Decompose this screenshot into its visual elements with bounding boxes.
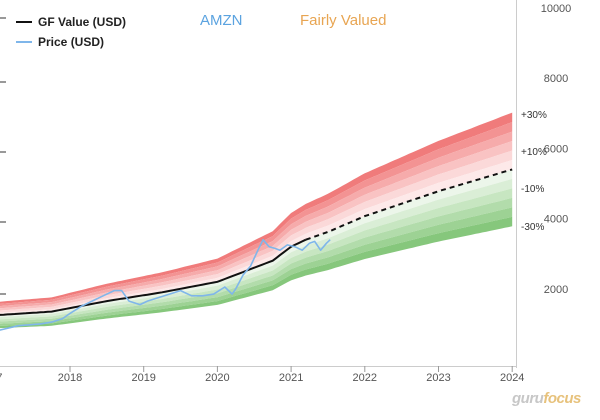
- legend-label-price: Price (USD): [38, 35, 105, 49]
- legend-item-price[interactable]: Price (USD): [16, 32, 126, 52]
- watermark-part2: focus: [543, 390, 581, 407]
- legend-swatch-gf-value: [16, 21, 32, 23]
- x-tick-label: 2023: [426, 372, 450, 384]
- band-label: -30%: [521, 222, 544, 233]
- y-tick-label: 2000: [544, 284, 568, 296]
- x-tick-label: 2018: [58, 372, 82, 384]
- band-label: -10%: [521, 184, 544, 195]
- series-gf-value-line: [0, 238, 307, 316]
- ticker-label: AMZN: [200, 12, 243, 29]
- band-label: +10%: [521, 147, 547, 158]
- x-tick-label: 2019: [131, 372, 155, 384]
- legend-swatch-price: [16, 41, 32, 43]
- band-label: +30%: [521, 110, 547, 121]
- x-tick-label: 7: [0, 372, 2, 384]
- chart-legend: GF Value (USD) Price (USD): [16, 12, 126, 52]
- watermark-part1: guru: [512, 390, 544, 407]
- x-tick-label: 2021: [279, 372, 303, 384]
- legend-item-gf-value[interactable]: GF Value (USD): [16, 12, 126, 32]
- y-tick-label: 4000: [544, 214, 568, 226]
- series-gf-value-projection: [305, 168, 513, 241]
- y-tick-label: 10000: [541, 3, 572, 15]
- series-price-line: [0, 238, 331, 331]
- gurufocus-watermark: gurufocus: [512, 390, 581, 407]
- y-tick-label: 6000: [544, 143, 568, 155]
- x-tick-label: 2020: [205, 372, 229, 384]
- valuation-label: Fairly Valued: [300, 12, 387, 29]
- y-tick-label: 8000: [544, 73, 568, 85]
- x-tick-label: 2022: [353, 372, 377, 384]
- x-tick-label: 2024: [500, 372, 524, 384]
- legend-label-gf-value: GF Value (USD): [38, 15, 127, 29]
